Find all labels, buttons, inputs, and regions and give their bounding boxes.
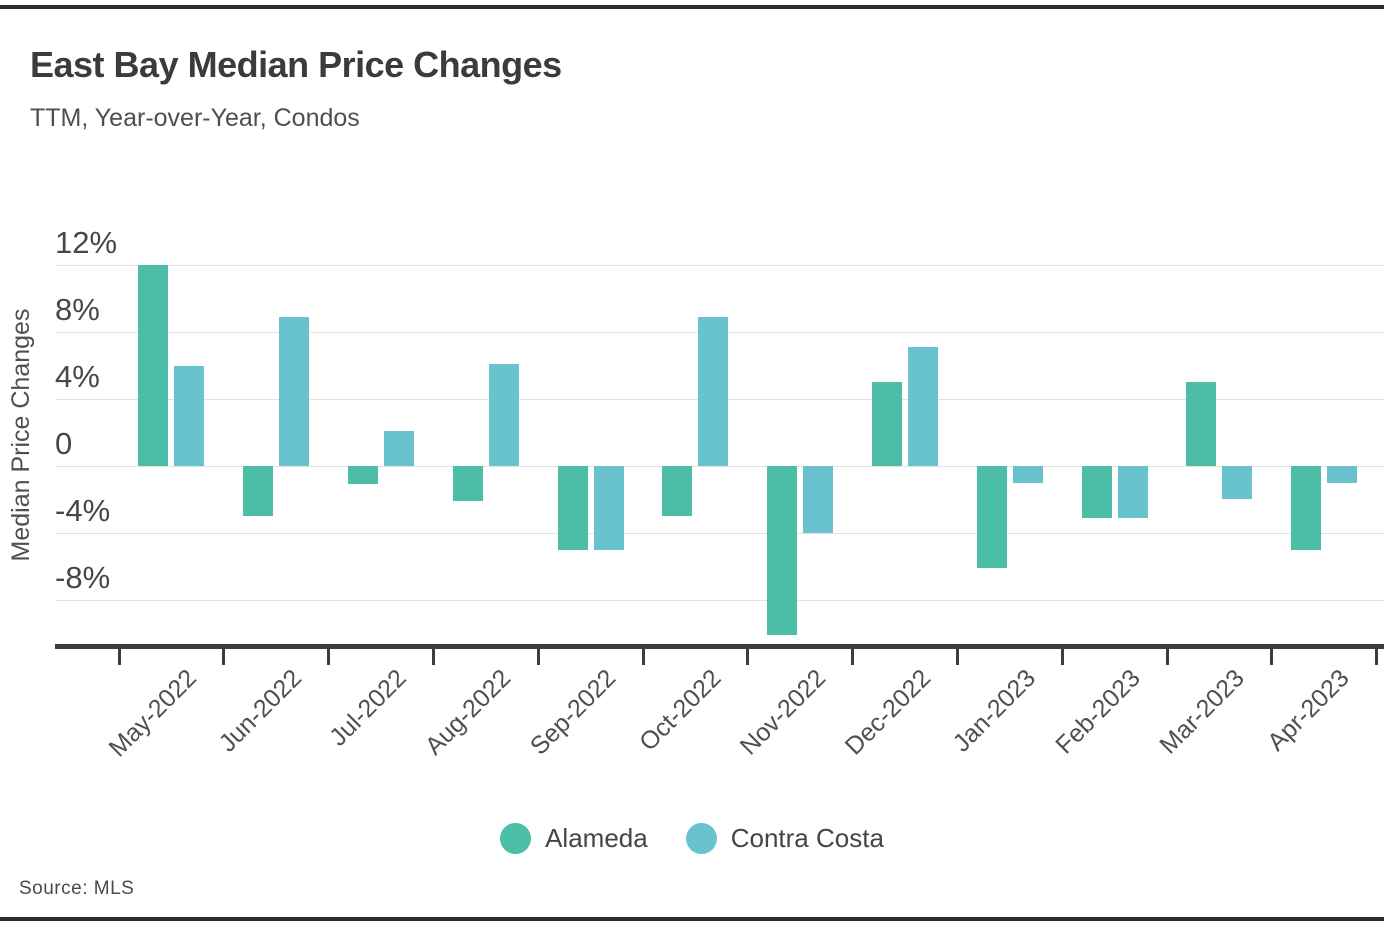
gridline-12% — [55, 265, 1384, 267]
bar-alameda-aug-2022 — [452, 466, 483, 502]
legend-dot-icon — [500, 822, 532, 854]
legend-item-contra-costa: Contra Costa — [685, 822, 884, 854]
y-tick-label: 4% — [55, 359, 100, 395]
page-subtitle: TTM, Year-over-Year, Condos — [30, 104, 360, 132]
x-axis-tick — [851, 648, 855, 665]
y-tick-label: 8% — [55, 292, 100, 328]
x-axis-tick — [1270, 648, 1274, 665]
x-tick-label: Aug-2022 — [420, 664, 517, 761]
x-axis-tick — [222, 648, 226, 665]
x-tick-label: Nov-2022 — [734, 664, 832, 761]
y-tick-label: 0 — [55, 426, 73, 461]
bar-alameda-sep-2022 — [557, 466, 588, 550]
gridline--4% — [55, 532, 1384, 534]
bar-alameda-may-2022 — [138, 265, 169, 466]
x-tick-label: Oct-2022 — [633, 664, 727, 757]
bar-contra-costa-nov-2022 — [803, 466, 834, 533]
bar-contra-costa-oct-2022 — [698, 317, 729, 466]
x-axis-line — [55, 644, 1384, 649]
bar-contra-costa-jun-2022 — [279, 317, 310, 466]
x-tick-label: Apr-2023 — [1262, 664, 1356, 757]
bar-alameda-dec-2022 — [872, 382, 902, 466]
x-axis-tick — [1060, 648, 1064, 665]
bar-contra-costa-apr-2023 — [1327, 466, 1358, 483]
y-tick-label: -4% — [55, 492, 111, 528]
legend-item-alameda: Alameda — [500, 822, 648, 854]
x-axis-tick — [746, 648, 750, 665]
x-axis-tick — [431, 648, 435, 665]
gridline-0 — [55, 466, 1384, 467]
x-tick-label: Jun-2022 — [213, 664, 308, 758]
bar-alameda-nov-2022 — [767, 466, 798, 635]
bar-alameda-apr-2023 — [1291, 466, 1322, 550]
x-axis-tick — [955, 648, 959, 665]
x-tick-label: Jul-2022 — [324, 664, 412, 752]
x-tick-label: May-2022 — [103, 664, 203, 763]
bar-alameda-mar-2023 — [1186, 382, 1217, 466]
gridline--8% — [55, 599, 1384, 601]
bottom-rule — [0, 917, 1384, 921]
x-axis-tick — [1375, 648, 1379, 665]
bar-alameda-oct-2022 — [662, 466, 693, 517]
x-tick-label: Sep-2022 — [524, 664, 622, 761]
legend: Alameda Contra Costa — [0, 821, 1384, 855]
bar-contra-costa-sep-2022 — [593, 466, 624, 550]
page-title: East Bay Median Price Changes — [30, 44, 562, 85]
x-axis-tick — [327, 648, 331, 665]
x-axis-tick — [1165, 648, 1169, 665]
bar-alameda-jan-2023 — [976, 466, 1007, 569]
bar-contra-costa-jan-2023 — [1012, 466, 1043, 483]
bar-alameda-feb-2023 — [1081, 466, 1112, 518]
x-tick-label: Jan-2023 — [947, 664, 1041, 758]
y-tick-label: 12% — [55, 225, 118, 261]
x-axis-tick — [117, 648, 121, 665]
x-tick-label: Dec-2022 — [839, 664, 936, 761]
bar-alameda-jun-2022 — [243, 466, 274, 517]
legend-label: Alameda — [545, 822, 648, 853]
top-rule — [0, 5, 1384, 9]
x-axis-tick — [641, 648, 645, 665]
bar-alameda-jul-2022 — [348, 466, 378, 485]
bar-contra-costa-dec-2022 — [908, 347, 938, 466]
y-tick-label: -8% — [55, 559, 111, 595]
bar-contra-costa-aug-2022 — [488, 363, 519, 466]
source-note: Source: MLS — [19, 878, 135, 899]
legend-dot-icon — [685, 822, 717, 854]
x-tick-label: Feb-2023 — [1049, 664, 1146, 760]
x-axis-tick — [536, 648, 540, 665]
bar-contra-costa-mar-2023 — [1222, 466, 1253, 500]
bar-contra-costa-feb-2023 — [1117, 466, 1148, 518]
bar-contra-costa-may-2022 — [174, 365, 205, 466]
legend-label: Contra Costa — [730, 822, 884, 853]
bar-contra-costa-jul-2022 — [384, 430, 414, 466]
x-tick-label: Mar-2023 — [1154, 664, 1251, 760]
